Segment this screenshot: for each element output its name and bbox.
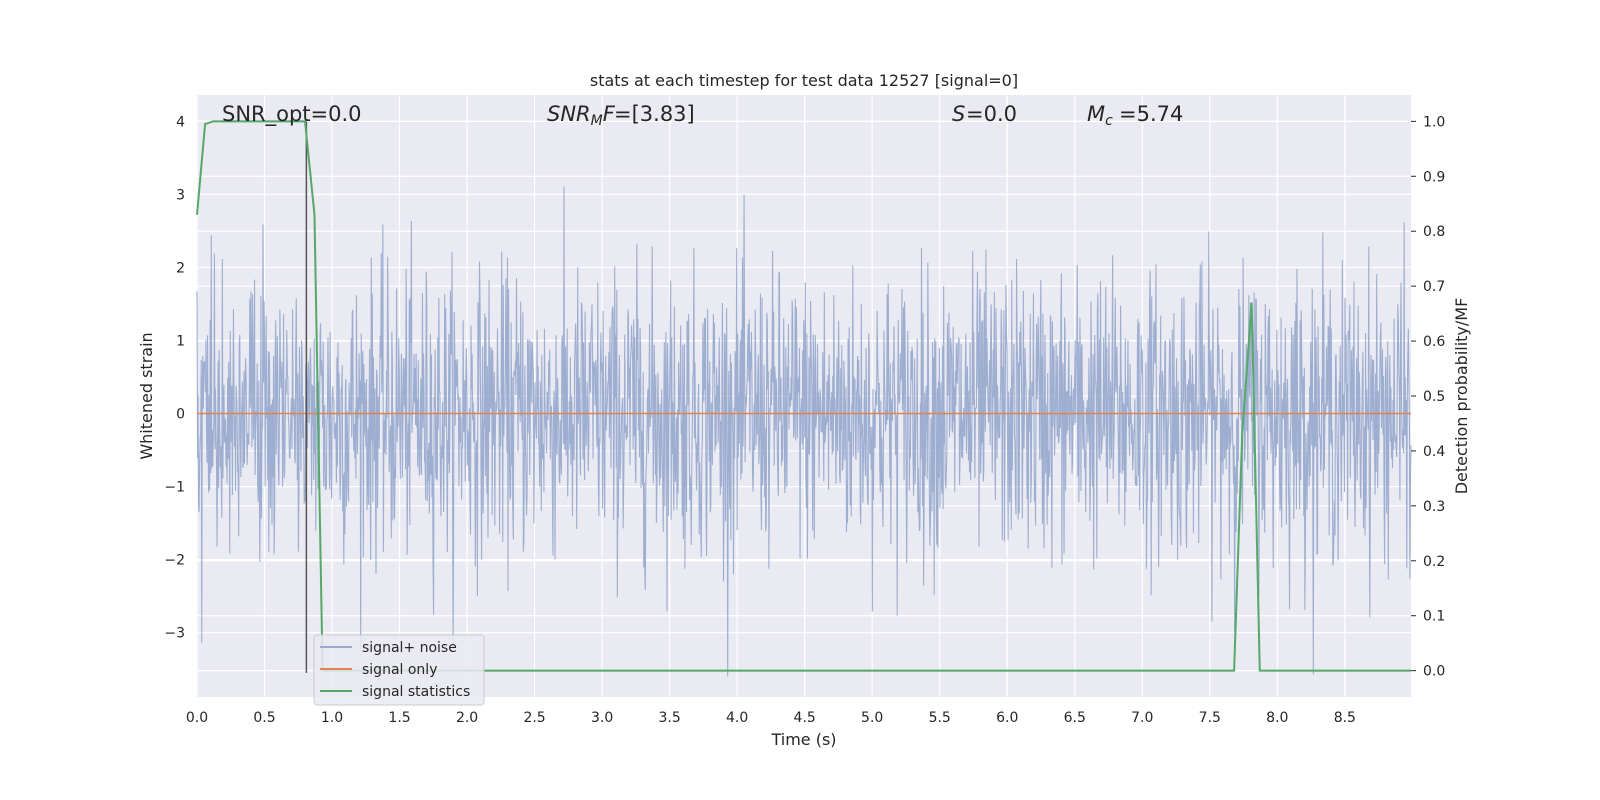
left-y-tick-label: 3 (176, 187, 185, 203)
right-y-tick-label: 0.4 (1423, 444, 1445, 460)
right-y-tick-label: 0.2 (1423, 554, 1445, 570)
right-y-tick-label: 0.0 (1423, 664, 1445, 680)
annotation-snr-mf-value: =[3.83] (614, 102, 695, 126)
x-tick-label: 6.5 (1064, 710, 1086, 726)
x-tick-label: 1.0 (321, 710, 343, 726)
annotation-snr-opt: SNR_opt=0.0 (222, 102, 362, 127)
x-tick-label: 2.0 (456, 710, 478, 726)
chart-title: stats at each timestep for test data 125… (590, 71, 1018, 90)
right-y-tick-label: 0.3 (1423, 499, 1445, 515)
left-y-tick-label: 0 (176, 407, 185, 423)
x-tick-label: 4.5 (794, 710, 816, 726)
x-tick-label: 4.0 (726, 710, 748, 726)
x-tick-label: 3.0 (591, 710, 613, 726)
right-y-tick-label: 0.6 (1423, 334, 1445, 350)
right-y-axis-label: Detection probability/MF (1452, 298, 1471, 495)
left-y-tick-label: 4 (176, 114, 185, 130)
annotation-mc: Mc =5.74 (1087, 102, 1183, 129)
left-y-tick-label: −2 (164, 553, 185, 569)
left-y-tick-label: −1 (164, 480, 185, 496)
x-tick-label: 7.0 (1131, 710, 1153, 726)
x-tick-label: 1.5 (388, 710, 410, 726)
legend-label-signal-only: signal only (362, 662, 437, 678)
x-tick-label: 6.0 (996, 710, 1018, 726)
x-tick-label: 5.0 (861, 710, 883, 726)
annotation-snr-mf: SNRMF =[3.83] (547, 102, 695, 129)
annotation-s: S =0.0 (952, 102, 1017, 126)
x-tick-label: 5.5 (929, 710, 951, 726)
right-y-tick-label: 0.9 (1423, 169, 1445, 185)
right-y-tick-label: 0.7 (1423, 279, 1445, 295)
legend-label-signal-statistics: signal statistics (362, 684, 470, 700)
legend-label-signal-plus-noise: signal+ noise (362, 640, 457, 656)
x-axis-label: Time (s) (770, 730, 836, 749)
x-axis-ticks: 0.0 0.5 1.0 1.5 2.0 2.5 3.0 3.5 4.0 4.5 5.0 5.5 6.0 6… (186, 710, 1356, 726)
x-tick-label: 7.5 (1199, 710, 1221, 726)
x-tick-label: 3.5 (659, 710, 681, 726)
annotation-snr-mf-symbol: SNRMF (547, 102, 616, 129)
right-y-tick-label: 0.5 (1423, 389, 1445, 405)
legend-box (313, 634, 485, 706)
left-y-axis-label: Whitened strain (137, 332, 156, 459)
x-tick-label: 8.5 (1334, 710, 1356, 726)
left-y-axis-ticks: −3 −2 −1 0 1 2 3 4 (164, 114, 185, 641)
left-y-tick-label: −3 (164, 626, 185, 642)
annotation-s-symbol: S (952, 102, 965, 126)
legend: signal+ noise signal only signal statist… (313, 634, 485, 706)
signal-plus-noise-line (196, 186, 1412, 677)
left-y-tick-label: 1 (176, 333, 185, 349)
right-y-tick-label: 0.1 (1423, 609, 1445, 625)
x-tick-label: 0.5 (253, 710, 275, 726)
right-y-axis-ticks: 0.0 0.1 0.2 0.3 0.4 0.5 0.6 0.7 0.8 0.9 1.0 (1411, 114, 1445, 680)
plot-area (196, 95, 1412, 697)
series-signal-plus-noise (196, 186, 1412, 677)
annotation-mc-value: =5.74 (1119, 102, 1183, 126)
x-tick-label: 2.5 (523, 710, 545, 726)
annotation-s-value: =0.0 (966, 102, 1017, 126)
x-tick-label: 0.0 (186, 710, 208, 726)
right-y-tick-label: 0.8 (1423, 224, 1445, 240)
x-tick-label: 8.0 (1266, 710, 1288, 726)
left-y-tick-label: 2 (176, 260, 185, 276)
right-y-tick-label: 1.0 (1423, 114, 1445, 130)
